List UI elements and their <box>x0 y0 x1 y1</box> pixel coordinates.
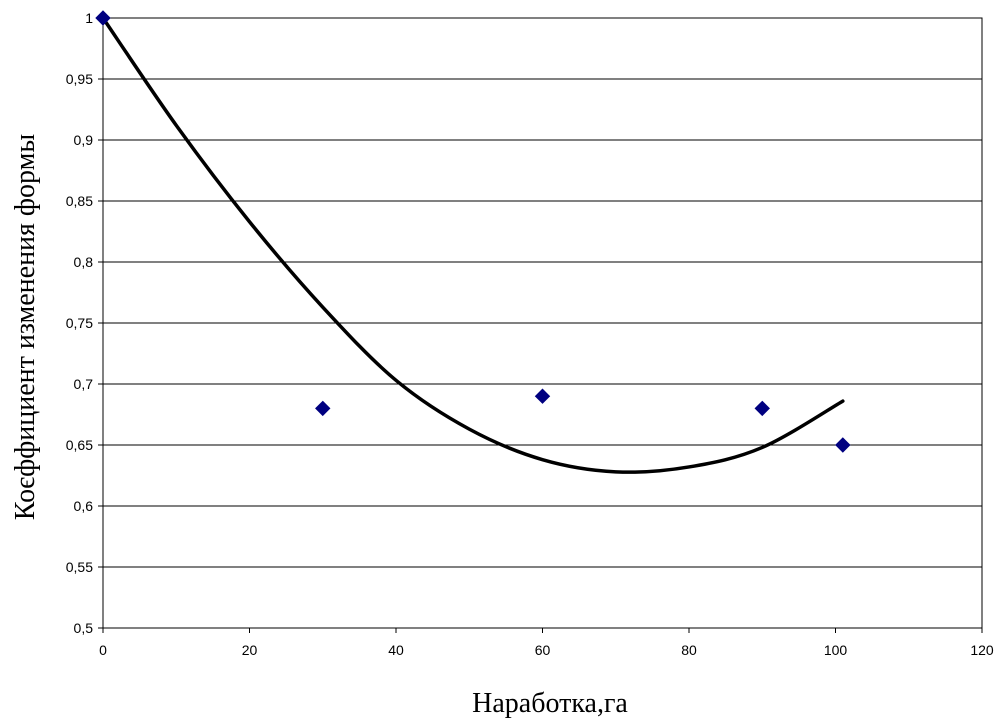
trendline-layer <box>101 16 845 474</box>
x-tick-label: 20 <box>242 642 258 658</box>
y-tick-label: 0,65 <box>66 437 93 453</box>
y-tick-label: 0,7 <box>74 376 94 392</box>
x-axis-title: Наработка,га <box>472 688 628 719</box>
y-tick-label: 0,5 <box>74 620 94 636</box>
x-axis: 0 20 40 60 80 100 120 <box>99 628 994 658</box>
x-tick-label: 100 <box>824 642 848 658</box>
y-tick-label: 0,75 <box>66 315 93 331</box>
trendline <box>101 16 845 474</box>
data-point <box>754 400 770 417</box>
x-tick-label: 60 <box>535 642 551 658</box>
x-tick-label: 0 <box>99 642 107 658</box>
y-tick-label: 0,85 <box>66 193 93 209</box>
y-tick-label: 0,95 <box>66 71 93 87</box>
data-point <box>835 437 851 453</box>
y-tick-label: 1 <box>85 10 93 26</box>
y-tick-label: 0,9 <box>74 132 94 148</box>
y-axis-title: Коєффициент изменения формы <box>10 134 41 521</box>
points-layer <box>95 10 851 453</box>
x-tick-label: 40 <box>388 642 404 658</box>
data-point <box>534 388 551 404</box>
y-tick-label: 0,8 <box>74 254 94 270</box>
grid-lines <box>103 17 982 568</box>
y-tick-label: 0,6 <box>74 498 94 514</box>
x-tick-label: 120 <box>970 642 994 658</box>
x-tick-label: 80 <box>681 642 697 658</box>
data-point <box>95 10 111 26</box>
data-point <box>315 400 331 417</box>
y-tick-label: 0,55 <box>66 559 93 575</box>
y-axis: 0,5 0,55 0,6 0,65 0,7 0,75 0,8 0,85 0,9 0,95 1 <box>66 10 103 636</box>
